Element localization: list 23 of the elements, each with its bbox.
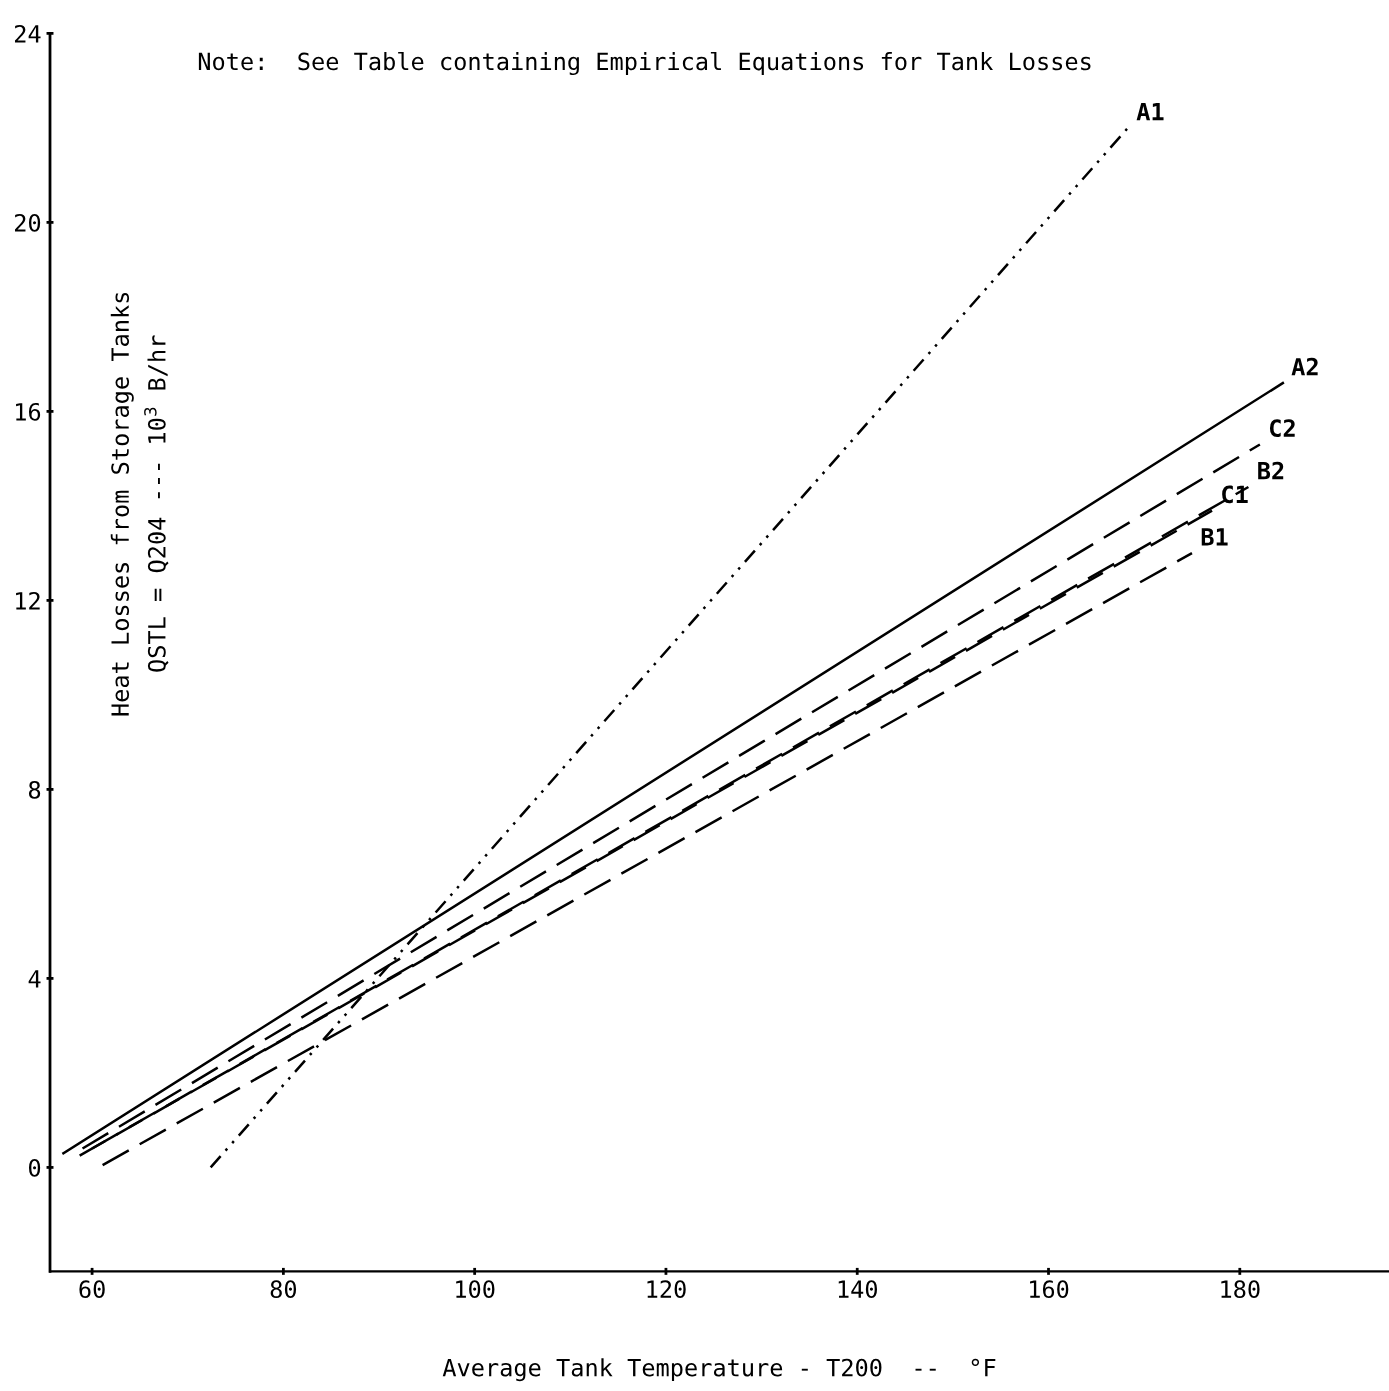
series-label: C1 <box>1222 485 1248 504</box>
y-axis-title: Heat Losses from Storage Tanks QSTL = Q204 --- 10$^{3}$ B/hr <box>110 292 169 716</box>
x-tick-label: 140 <box>838 1280 878 1299</box>
series-label: A1 <box>1136 102 1164 121</box>
annotation: Note: See Table containing Empirical Equations for Tank Losses <box>198 51 1091 76</box>
series-label: B2 <box>1258 461 1284 480</box>
y-tick-label: 8 <box>28 780 41 799</box>
series-label: B1 <box>1201 528 1228 546</box>
series-label: C2 <box>1269 419 1295 438</box>
series-label: A2 <box>1291 357 1318 376</box>
y-tick-label: 4 <box>28 970 41 988</box>
x-tick-label: 60 <box>79 1280 105 1299</box>
y-tick-label: 12 <box>16 591 40 610</box>
x-tick-label: 180 <box>1221 1280 1260 1299</box>
x-tick-label: 160 <box>1030 1280 1069 1299</box>
x-tick-label: 120 <box>647 1280 686 1299</box>
x-axis-title: Average Tank Temperature - T200 -- °F <box>442 1358 996 1382</box>
x-tick-label: 80 <box>270 1280 297 1299</box>
y-tick-label: 0 <box>28 1158 41 1177</box>
y-tick-label: 20 <box>14 213 41 232</box>
y-tick-label: 16 <box>16 402 41 421</box>
x-tick-label: 100 <box>456 1280 495 1299</box>
y-tick-label: 24 <box>14 24 41 43</box>
